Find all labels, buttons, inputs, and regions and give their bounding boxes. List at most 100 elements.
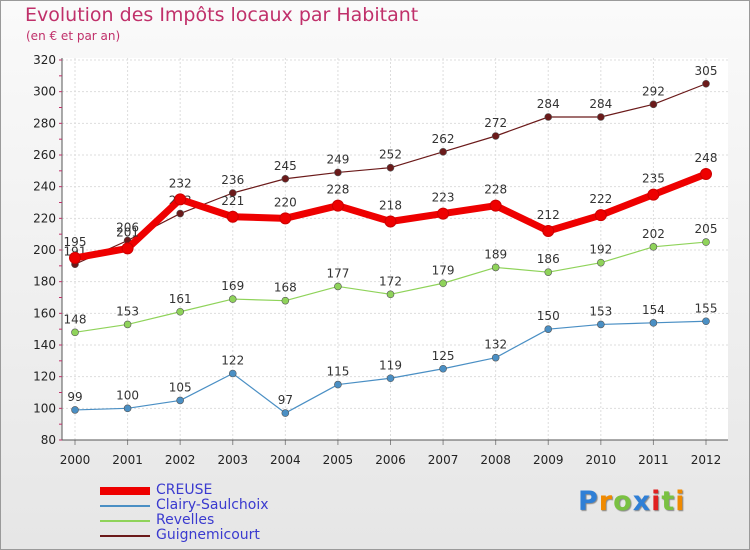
y-tick-label: 80: [41, 433, 56, 447]
data-label-revelles: 148: [64, 312, 87, 326]
data-point-creuse: [647, 188, 660, 201]
data-point-revelles: [386, 290, 395, 299]
data-label-creuse: 248: [695, 151, 718, 165]
data-point-revelles: [597, 258, 605, 267]
data-point-creuse: [279, 212, 292, 225]
data-label-revelles: 172: [379, 274, 402, 288]
data-point-clairy-saulchoix: [702, 317, 710, 326]
data-label-guignemicourt: 262: [432, 132, 455, 146]
data-label-creuse: 212: [537, 208, 560, 222]
data-label-creuse: 195: [64, 235, 87, 249]
data-label-revelles: 192: [589, 243, 612, 257]
data-label-clairy-saulchoix: 99: [67, 390, 82, 404]
data-point-guignemicourt: [491, 132, 500, 140]
data-label-guignemicourt: 236: [221, 173, 244, 187]
data-label-revelles: 179: [432, 263, 455, 277]
legend-swatch-creuse: [100, 487, 150, 495]
data-point-revelles: [176, 307, 184, 316]
data-point-clairy-saulchoix: [544, 325, 553, 333]
y-tick-label: 160: [33, 306, 56, 320]
chart-title: Evolution des Impôts locaux par Habitant: [25, 4, 419, 26]
data-point-guignemicourt: [597, 113, 605, 121]
data-label-revelles: 153: [116, 304, 139, 318]
data-point-revelles: [439, 279, 447, 288]
data-point-revelles: [123, 320, 132, 329]
data-point-revelles: [228, 295, 237, 303]
data-point-clairy-saulchoix: [439, 364, 447, 373]
logo-letter: i: [651, 486, 662, 517]
plot-area: [62, 58, 728, 440]
legend-label-creuse: CREUSE: [156, 482, 213, 498]
data-label-creuse: 235: [642, 172, 665, 186]
data-point-guignemicourt: [228, 189, 237, 197]
y-tick-label: 140: [33, 338, 56, 352]
y-tick-label: 200: [33, 243, 56, 257]
x-tick-label: 2008: [480, 453, 511, 467]
data-label-creuse: 223: [432, 191, 455, 205]
data-point-creuse: [121, 242, 134, 255]
data-label-clairy-saulchoix: 100: [116, 388, 139, 402]
data-point-guignemicourt: [334, 168, 342, 177]
logo-letter: t: [661, 486, 676, 517]
data-label-guignemicourt: 305: [695, 64, 718, 78]
data-point-clairy-saulchoix: [176, 396, 184, 405]
x-tick-label: 2011: [638, 453, 669, 467]
data-point-guignemicourt: [281, 174, 290, 183]
logo-letter: i: [675, 486, 686, 517]
data-point-creuse: [489, 199, 502, 212]
logo-letter: r: [598, 486, 614, 517]
data-label-revelles: 186: [537, 252, 560, 266]
data-point-guignemicourt: [649, 100, 658, 109]
y-tick-label: 180: [33, 275, 56, 289]
data-point-revelles: [702, 238, 710, 246]
data-point-clairy-saulchoix: [491, 353, 500, 362]
data-label-clairy-saulchoix: 154: [642, 303, 665, 317]
data-label-creuse: 201: [116, 225, 139, 239]
data-label-clairy-saulchoix: 119: [379, 358, 402, 372]
data-point-clairy-saulchoix: [71, 406, 79, 414]
legend-label-guignemicourt: Guignemicourt: [156, 527, 260, 543]
data-label-guignemicourt: 249: [326, 152, 349, 166]
data-point-guignemicourt: [386, 163, 395, 172]
data-label-revelles: 161: [169, 292, 192, 306]
y-tick-label: 280: [33, 116, 56, 130]
data-label-clairy-saulchoix: 155: [695, 301, 718, 315]
logo-letter: x: [632, 486, 652, 517]
data-point-revelles: [71, 328, 79, 337]
data-point-creuse: [174, 193, 187, 206]
data-label-guignemicourt: 206: [116, 221, 139, 235]
data-point-revelles: [649, 243, 658, 251]
data-label-guignemicourt: 284: [589, 97, 612, 111]
data-label-creuse: 232: [169, 176, 192, 190]
x-tick-label: 2007: [428, 453, 459, 467]
data-point-clairy-saulchoix: [281, 409, 290, 417]
x-tick-label: 2009: [533, 453, 564, 467]
legend-label-revelles: Revelles: [156, 512, 215, 528]
data-point-creuse: [384, 215, 397, 228]
logo-letter: P: [578, 486, 599, 517]
legend-swatch-clairy-saulchoix: [100, 505, 150, 507]
x-tick-label: 2010: [586, 453, 617, 467]
x-tick-label: 2006: [375, 453, 406, 467]
data-label-revelles: 177: [326, 266, 349, 280]
data-label-revelles: 189: [484, 247, 507, 261]
data-label-creuse: 218: [379, 199, 402, 213]
data-point-clairy-saulchoix: [597, 320, 605, 329]
x-tick-label: 2005: [323, 453, 354, 467]
y-tick-label: 100: [33, 401, 56, 415]
data-point-clairy-saulchoix: [334, 380, 342, 389]
data-point-clairy-saulchoix: [386, 374, 395, 383]
data-label-creuse: 228: [326, 183, 349, 197]
data-label-revelles: 205: [695, 222, 718, 236]
legend-swatch-revelles: [100, 520, 150, 522]
data-point-clairy-saulchoix: [228, 369, 237, 378]
data-label-creuse: 228: [484, 183, 507, 197]
data-label-clairy-saulchoix: 97: [278, 393, 293, 407]
data-label-guignemicourt: 252: [379, 148, 402, 162]
y-tick-label: 220: [33, 211, 56, 225]
data-label-creuse: 221: [221, 194, 244, 208]
x-tick-label: 2004: [270, 453, 301, 467]
data-point-creuse: [437, 207, 450, 220]
data-point-guignemicourt: [544, 113, 553, 121]
